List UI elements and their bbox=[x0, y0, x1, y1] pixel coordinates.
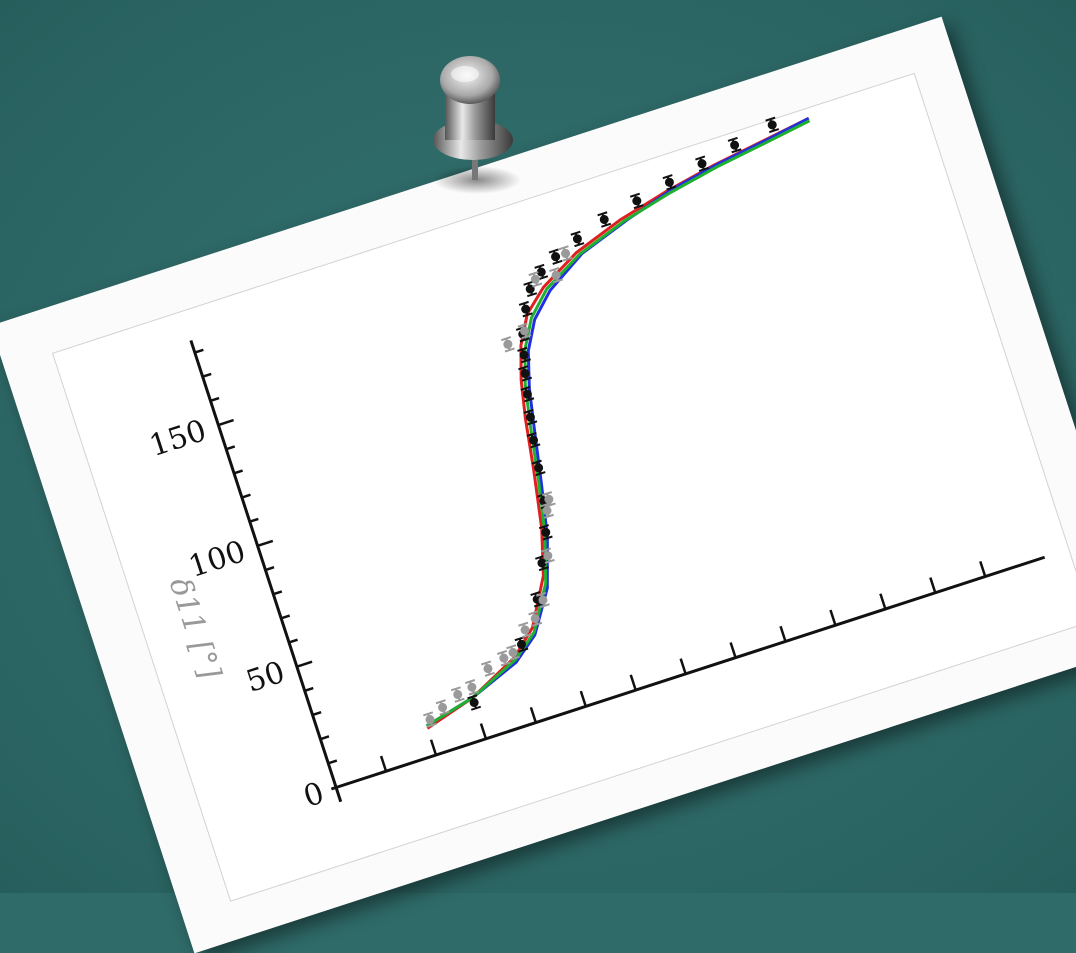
data-point bbox=[481, 660, 495, 677]
fit-curve bbox=[425, 119, 811, 728]
y-tick bbox=[288, 638, 298, 644]
y-tick-label: 50 bbox=[242, 655, 289, 700]
y-axis-line bbox=[189, 339, 343, 803]
x-tick bbox=[629, 674, 637, 691]
data-point bbox=[526, 431, 541, 449]
data-point bbox=[548, 248, 563, 265]
y-tick bbox=[194, 348, 204, 354]
x-ticks bbox=[379, 560, 987, 772]
y-tick bbox=[265, 566, 275, 572]
data-point bbox=[517, 346, 531, 364]
data-point bbox=[534, 263, 549, 281]
data-point bbox=[597, 211, 612, 228]
x-tick bbox=[979, 560, 987, 577]
data-point bbox=[538, 524, 553, 541]
x-tick bbox=[679, 658, 687, 675]
x-tick bbox=[429, 739, 438, 756]
x-tick bbox=[729, 642, 737, 659]
fit-curves bbox=[425, 116, 811, 730]
y-tick bbox=[249, 517, 259, 523]
data-point bbox=[662, 174, 677, 191]
data-point bbox=[496, 649, 511, 667]
data-point bbox=[535, 554, 549, 572]
x-tick bbox=[779, 625, 787, 642]
data-point bbox=[727, 136, 742, 154]
data-point bbox=[423, 711, 437, 728]
data-point bbox=[765, 116, 780, 134]
y-tick bbox=[233, 469, 244, 475]
y-tick bbox=[202, 372, 212, 378]
data-point bbox=[695, 155, 709, 172]
chart: 0 50 100 150 δ11 [°] bbox=[145, 116, 1046, 815]
x-tick bbox=[479, 723, 488, 740]
data-point bbox=[528, 271, 543, 288]
data-point bbox=[518, 300, 533, 318]
x-tick bbox=[379, 755, 388, 772]
x-axis-line bbox=[330, 555, 1046, 791]
data-point bbox=[558, 245, 573, 262]
y-tick bbox=[312, 711, 322, 717]
data-point bbox=[629, 192, 644, 210]
y-tick-label: 0 bbox=[299, 776, 328, 815]
x-tick bbox=[529, 706, 538, 723]
y-axis-title: δ11 [°] bbox=[162, 573, 228, 683]
y-tick bbox=[257, 539, 274, 548]
y-tick bbox=[280, 614, 291, 620]
data-point bbox=[450, 686, 465, 703]
y-ticks bbox=[194, 348, 338, 765]
y-tick bbox=[217, 418, 234, 427]
data-point bbox=[540, 547, 555, 564]
data-point bbox=[435, 699, 450, 716]
photo-card: 0 50 100 150 δ11 [°] bbox=[0, 16, 1076, 953]
pushpin-icon bbox=[433, 56, 521, 194]
data-point bbox=[520, 385, 535, 403]
fit-curve bbox=[425, 117, 810, 728]
y-tick bbox=[241, 493, 251, 499]
data-point bbox=[549, 267, 564, 284]
plot-frame: 0 50 100 150 δ11 [°] bbox=[51, 72, 1076, 902]
data-point bbox=[500, 336, 515, 353]
x-tick bbox=[879, 593, 887, 610]
data-point bbox=[528, 610, 543, 627]
data-point bbox=[541, 491, 556, 508]
data-point bbox=[518, 365, 532, 382]
data-point bbox=[540, 502, 554, 519]
y-tick bbox=[304, 686, 314, 693]
x-tick bbox=[829, 609, 837, 626]
data-point bbox=[506, 644, 520, 661]
y-tick bbox=[225, 445, 236, 451]
data-point bbox=[517, 322, 532, 340]
data-point bbox=[518, 621, 532, 639]
y-tick bbox=[327, 759, 338, 765]
data-point bbox=[523, 408, 538, 426]
fit-curve bbox=[426, 116, 810, 730]
data-points bbox=[423, 116, 780, 728]
data-point bbox=[523, 280, 538, 298]
y-tick-labels: 0 50 100 150 bbox=[145, 413, 328, 815]
data-point bbox=[531, 459, 546, 477]
data-point bbox=[464, 679, 479, 696]
y-tick bbox=[272, 590, 283, 596]
data-point bbox=[570, 230, 585, 248]
y-tick-label: 150 bbox=[145, 413, 210, 464]
y-tick bbox=[320, 735, 330, 741]
data-point bbox=[467, 694, 482, 711]
data-point bbox=[536, 591, 550, 609]
y-tick bbox=[296, 660, 313, 668]
x-tick bbox=[929, 577, 937, 594]
y-tick bbox=[210, 396, 220, 403]
x-tick bbox=[579, 690, 587, 707]
